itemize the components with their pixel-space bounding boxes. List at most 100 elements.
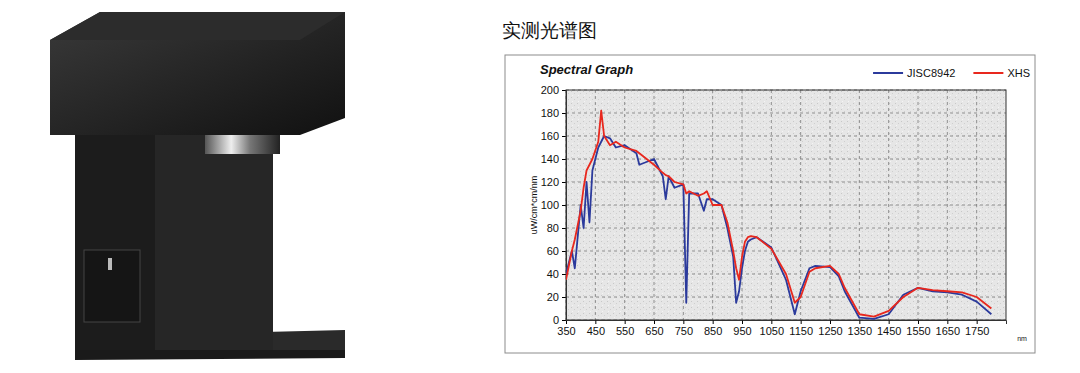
- y-tick-mark: [562, 251, 566, 252]
- x-tick: 1450: [877, 320, 901, 337]
- x-tick: 1650: [936, 320, 960, 337]
- device-base: [75, 350, 345, 360]
- y-tick: 20: [547, 291, 566, 303]
- y-tick-mark: [562, 113, 566, 114]
- x-tick: 1750: [965, 320, 989, 337]
- x-tick-label: 950: [733, 325, 751, 337]
- y-grid-line: [566, 136, 1006, 137]
- y-axis-title: uW/cm*cm/nm: [529, 176, 539, 235]
- y-tick-label: 120: [541, 176, 559, 188]
- x-grid-line: [859, 90, 860, 320]
- legend-label: JISC8942: [907, 67, 955, 79]
- y-tick-mark: [562, 205, 566, 206]
- heading: 实测光谱图: [502, 20, 597, 41]
- chart-frame: [505, 55, 1035, 353]
- y-tick: 140: [541, 153, 566, 165]
- legend-label: XHS: [1007, 67, 1030, 79]
- x-tick-label: 850: [704, 325, 722, 337]
- x-tick-mark: [683, 320, 684, 324]
- y-grid-line: [566, 205, 1006, 206]
- x-grid-line: [624, 90, 625, 320]
- x-tick-label: 750: [675, 325, 693, 337]
- x-tick: 550: [616, 320, 634, 337]
- y-grid-line: [566, 228, 1006, 229]
- x-tick-mark: [654, 320, 655, 324]
- x-tick-label: 650: [645, 325, 663, 337]
- y-tick-mark: [562, 182, 566, 183]
- x-tick-label: 1750: [965, 325, 989, 337]
- x-tick-mark: [771, 320, 772, 324]
- y-tick: 0: [553, 314, 566, 326]
- y-grid-line: [566, 113, 1006, 114]
- y-tick: 200: [541, 84, 566, 96]
- y-grid-line: [566, 159, 1006, 160]
- series-line: [566, 136, 991, 319]
- y-grid-line: [566, 297, 1006, 298]
- x-grid-line: [888, 90, 889, 320]
- x-tick-mark: [742, 320, 743, 324]
- x-tick-mark: [947, 320, 948, 324]
- x-tick-mark: [889, 320, 890, 324]
- y-tick-label: 40: [547, 268, 559, 280]
- x-tick: 350: [557, 320, 575, 337]
- x-tick-mark: [977, 320, 978, 324]
- device-body-side: [75, 125, 155, 350]
- y-tick: 160: [541, 130, 566, 142]
- y-tick-mark: [562, 159, 566, 160]
- device-hood: [50, 12, 345, 135]
- y-tick-mark: [562, 228, 566, 229]
- x-tick: 750: [675, 320, 693, 337]
- y-tick: 60: [547, 245, 566, 257]
- device-handle: [108, 258, 112, 270]
- x-tick-label: 1150: [789, 325, 813, 337]
- grid: [566, 90, 1006, 320]
- y-tick: 40: [547, 268, 566, 280]
- x-tick: 1550: [906, 320, 930, 337]
- x-tick-label: 350: [557, 325, 575, 337]
- device-door: [84, 250, 140, 322]
- x-axis-title: nm: [1017, 335, 1027, 342]
- x-tick: 850: [704, 320, 722, 337]
- x-tick-mark: [830, 320, 831, 324]
- x-tick-mark: [918, 320, 919, 324]
- plot-background: [566, 90, 1006, 320]
- y-tick-label: 200: [541, 84, 559, 96]
- x-grid-line: [595, 90, 596, 320]
- legend-swatch: [973, 72, 1003, 74]
- x-tick-mark: [595, 320, 596, 324]
- chart-title: Spectral Graph: [540, 62, 633, 77]
- y-tick: 120: [541, 176, 566, 188]
- y-tick-mark: [562, 90, 566, 91]
- x-tick-mark: [801, 320, 802, 324]
- x-tick-mark: [859, 320, 860, 324]
- legend-swatch: [873, 72, 903, 74]
- y-tick-mark: [562, 274, 566, 275]
- x-tick: 1150: [789, 320, 813, 337]
- x-axis-line: [567, 321, 1007, 325]
- device-illustration: [50, 12, 345, 360]
- y-tick-label: 140: [541, 153, 559, 165]
- x-tick: 1050: [760, 320, 784, 337]
- x-tick-mark: [625, 320, 626, 324]
- x-tick-label: 1550: [906, 325, 930, 337]
- y-tick-mark: [562, 320, 566, 321]
- x-tick: 950: [733, 320, 751, 337]
- x-grid-line: [918, 90, 919, 320]
- y-tick-label: 80: [547, 222, 559, 234]
- y-tick-label: 0: [553, 314, 559, 326]
- x-tick-label: 550: [616, 325, 634, 337]
- y-tick: 80: [547, 222, 566, 234]
- y-tick-mark: [562, 136, 566, 137]
- x-tick: 450: [587, 320, 605, 337]
- x-tick-label: 450: [587, 325, 605, 337]
- x-grid-line: [654, 90, 655, 320]
- x-tick-mark: [713, 320, 714, 324]
- plot-frame: [566, 90, 1006, 320]
- x-tick-label: 1650: [936, 325, 960, 337]
- x-tick: 1350: [848, 320, 872, 337]
- y-tick: 100: [541, 199, 566, 211]
- y-tick-label: 180: [541, 107, 559, 119]
- y-tick-label: 20: [547, 291, 559, 303]
- device-hood-top: [50, 12, 345, 40]
- device-body-front: [155, 125, 273, 350]
